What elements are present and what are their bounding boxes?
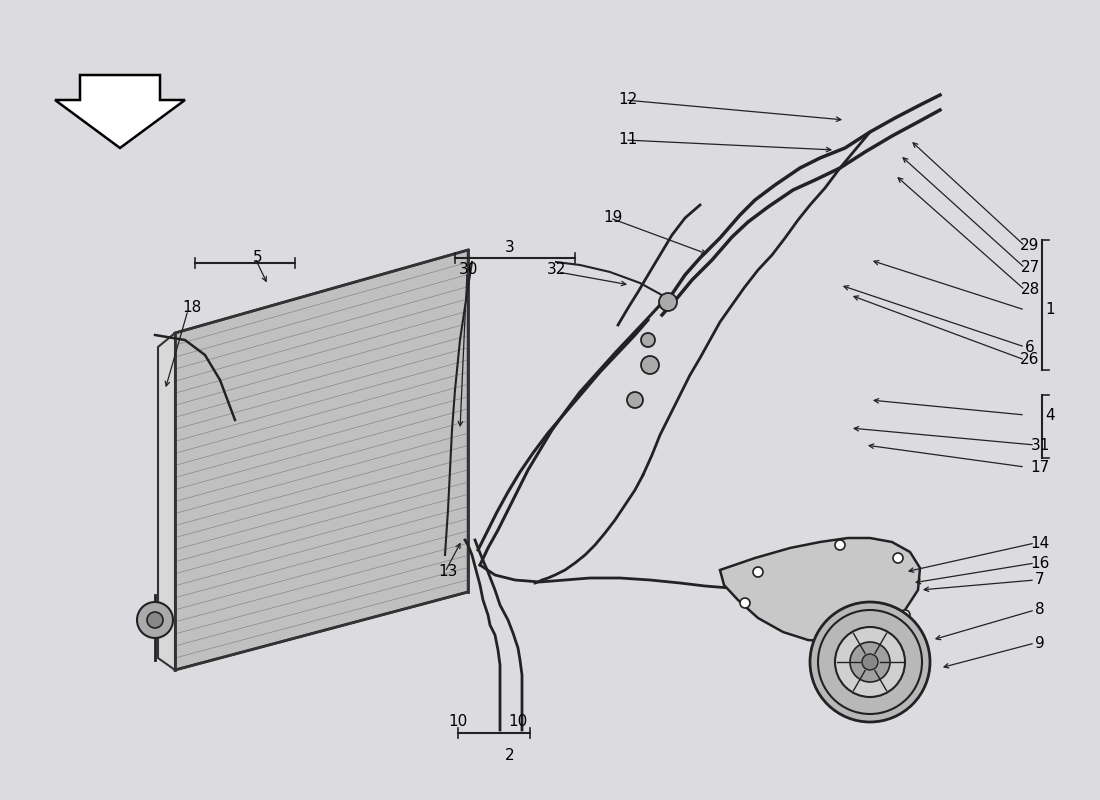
Text: 10: 10 — [449, 714, 468, 730]
Text: 3: 3 — [505, 241, 515, 255]
Circle shape — [641, 356, 659, 374]
Text: 16: 16 — [1031, 555, 1049, 570]
Polygon shape — [720, 538, 920, 642]
Text: 18: 18 — [183, 299, 201, 314]
Circle shape — [659, 293, 676, 311]
Circle shape — [893, 553, 903, 563]
Text: 27: 27 — [1021, 261, 1040, 275]
Text: 9: 9 — [1035, 635, 1045, 650]
Circle shape — [641, 333, 654, 347]
Circle shape — [147, 612, 163, 628]
Circle shape — [825, 632, 835, 642]
Circle shape — [138, 602, 173, 638]
Circle shape — [850, 642, 890, 682]
Text: 4: 4 — [1045, 407, 1055, 422]
Text: 28: 28 — [1021, 282, 1040, 298]
Text: 17: 17 — [1031, 459, 1049, 474]
Polygon shape — [55, 75, 185, 148]
Circle shape — [835, 627, 905, 697]
Circle shape — [835, 540, 845, 550]
Polygon shape — [158, 333, 175, 670]
Text: 6: 6 — [1025, 339, 1035, 354]
Text: 13: 13 — [438, 565, 458, 579]
Text: 2: 2 — [505, 747, 515, 762]
Text: 10: 10 — [508, 714, 528, 730]
Text: 1: 1 — [1045, 302, 1055, 318]
Text: 5: 5 — [253, 250, 263, 266]
Polygon shape — [175, 250, 468, 670]
Text: 26: 26 — [1021, 353, 1040, 367]
Text: 11: 11 — [618, 133, 638, 147]
Text: 19: 19 — [603, 210, 623, 226]
Circle shape — [754, 567, 763, 577]
Text: 14: 14 — [1031, 535, 1049, 550]
Circle shape — [900, 610, 910, 620]
Text: 32: 32 — [547, 262, 565, 278]
Circle shape — [810, 602, 930, 722]
Text: 12: 12 — [618, 93, 638, 107]
Text: 29: 29 — [1021, 238, 1040, 254]
Circle shape — [627, 392, 644, 408]
Text: 8: 8 — [1035, 602, 1045, 618]
Circle shape — [740, 598, 750, 608]
Text: 7: 7 — [1035, 573, 1045, 587]
Text: 31: 31 — [1031, 438, 1049, 453]
Text: 30: 30 — [459, 262, 477, 278]
Circle shape — [862, 654, 878, 670]
